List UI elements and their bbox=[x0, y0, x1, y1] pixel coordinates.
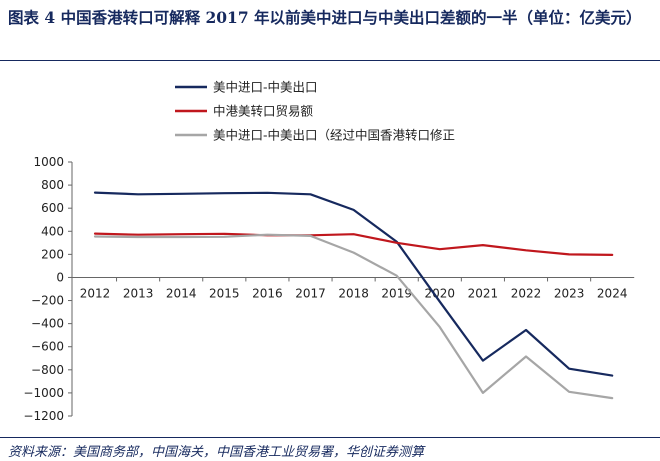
series-lines bbox=[93, 191, 614, 400]
source-note: 资料来源：美国商务部，中国海关，中国香港工业贸易署，华创证券测算 bbox=[8, 445, 425, 460]
series-line-3 bbox=[93, 233, 614, 400]
y-axis: 1000 800 600 400 200 0 −200 −400 −600 −800 −1000 −1… bbox=[23, 155, 73, 423]
series-line-2 bbox=[93, 232, 614, 256]
x-tick-label: 2013 bbox=[123, 286, 154, 300]
x-tick-label: 2014 bbox=[166, 286, 197, 300]
legend-label-3: 美中进口-中美出口（经过中国香港转口修正 bbox=[213, 128, 455, 143]
y-tick-label: 600 bbox=[41, 201, 64, 215]
x-tick-label: 2024 bbox=[597, 286, 628, 300]
series-line-1 bbox=[93, 191, 614, 377]
y-tick-label: 800 bbox=[41, 178, 64, 192]
legend-label-2: 中港美转口贸易额 bbox=[213, 104, 314, 119]
y-tick-label: 1000 bbox=[33, 155, 64, 169]
y-tick-label: −600 bbox=[31, 340, 64, 354]
x-tick-label: 2019 bbox=[381, 286, 412, 300]
x-tick-label: 2023 bbox=[554, 286, 585, 300]
y-tick-label: −1000 bbox=[23, 386, 64, 400]
chart-title: 图表 4 中国香港转口可解释 2017 年以前美中进口与中美出口差额的一半（单位… bbox=[8, 8, 642, 27]
y-tick-label: 0 bbox=[56, 270, 64, 284]
x-tick-label: 2012 bbox=[80, 286, 111, 300]
legend-label-1: 美中进口-中美出口 bbox=[213, 80, 318, 95]
y-tick-label: 400 bbox=[41, 224, 64, 238]
y-tick-label: −200 bbox=[31, 294, 64, 308]
y-tick-label: −800 bbox=[31, 363, 64, 377]
x-tick-label: 2021 bbox=[468, 286, 499, 300]
y-tick-label: −400 bbox=[31, 317, 64, 331]
x-tick-label: 2018 bbox=[338, 286, 369, 300]
x-tick-label: 2016 bbox=[252, 286, 283, 300]
x-tick-label: 2015 bbox=[209, 286, 240, 300]
y-tick-label: 200 bbox=[41, 247, 64, 261]
x-tick-label: 2017 bbox=[295, 286, 326, 300]
bottom-rule bbox=[0, 437, 660, 438]
y-tick-label: −1200 bbox=[23, 409, 64, 423]
x-tick-label: 2022 bbox=[511, 286, 542, 300]
top-rule bbox=[0, 60, 660, 61]
x-axis: 2012 2013 2014 2015 2016 2017 2018 2019 2020 2021… bbox=[72, 276, 635, 300]
